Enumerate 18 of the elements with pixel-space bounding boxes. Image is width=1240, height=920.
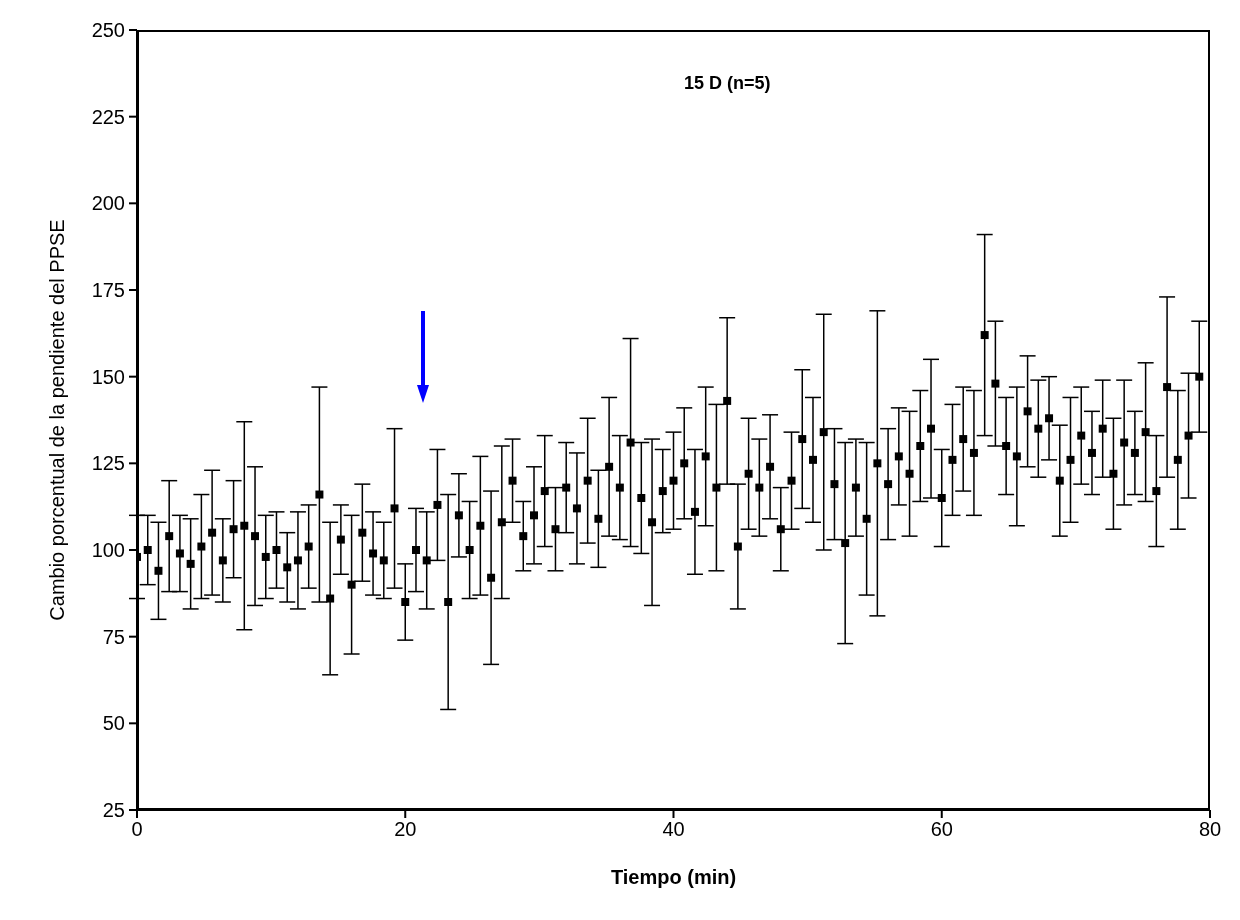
y-tick-label: 100 [91,539,125,562]
y-axis-title: Cambio porcentual de la pendiente del PPSE [46,219,69,621]
text: 15 D (n=5) [682,73,772,94]
y-tick-label: 175 [91,279,125,302]
x-tick-label: 20 [394,818,417,841]
y-tick-label: 200 [91,192,125,215]
y-tick-label: 50 [102,712,125,735]
x-axis-title: Tiempo (min) [610,866,737,889]
y-tick-label: 75 [102,625,125,648]
x-tick-label: 40 [662,818,685,841]
y-tick-label: 125 [91,452,125,475]
y-tick-label: 225 [91,105,125,128]
x-tick-label: 60 [930,818,953,841]
y-tick-label: 150 [91,365,125,388]
x-tick-label: 80 [1198,818,1222,841]
x-tick-label: 0 [131,818,143,841]
y-tick-label: 250 [91,19,125,42]
y-tick-label: 25 [102,799,125,822]
